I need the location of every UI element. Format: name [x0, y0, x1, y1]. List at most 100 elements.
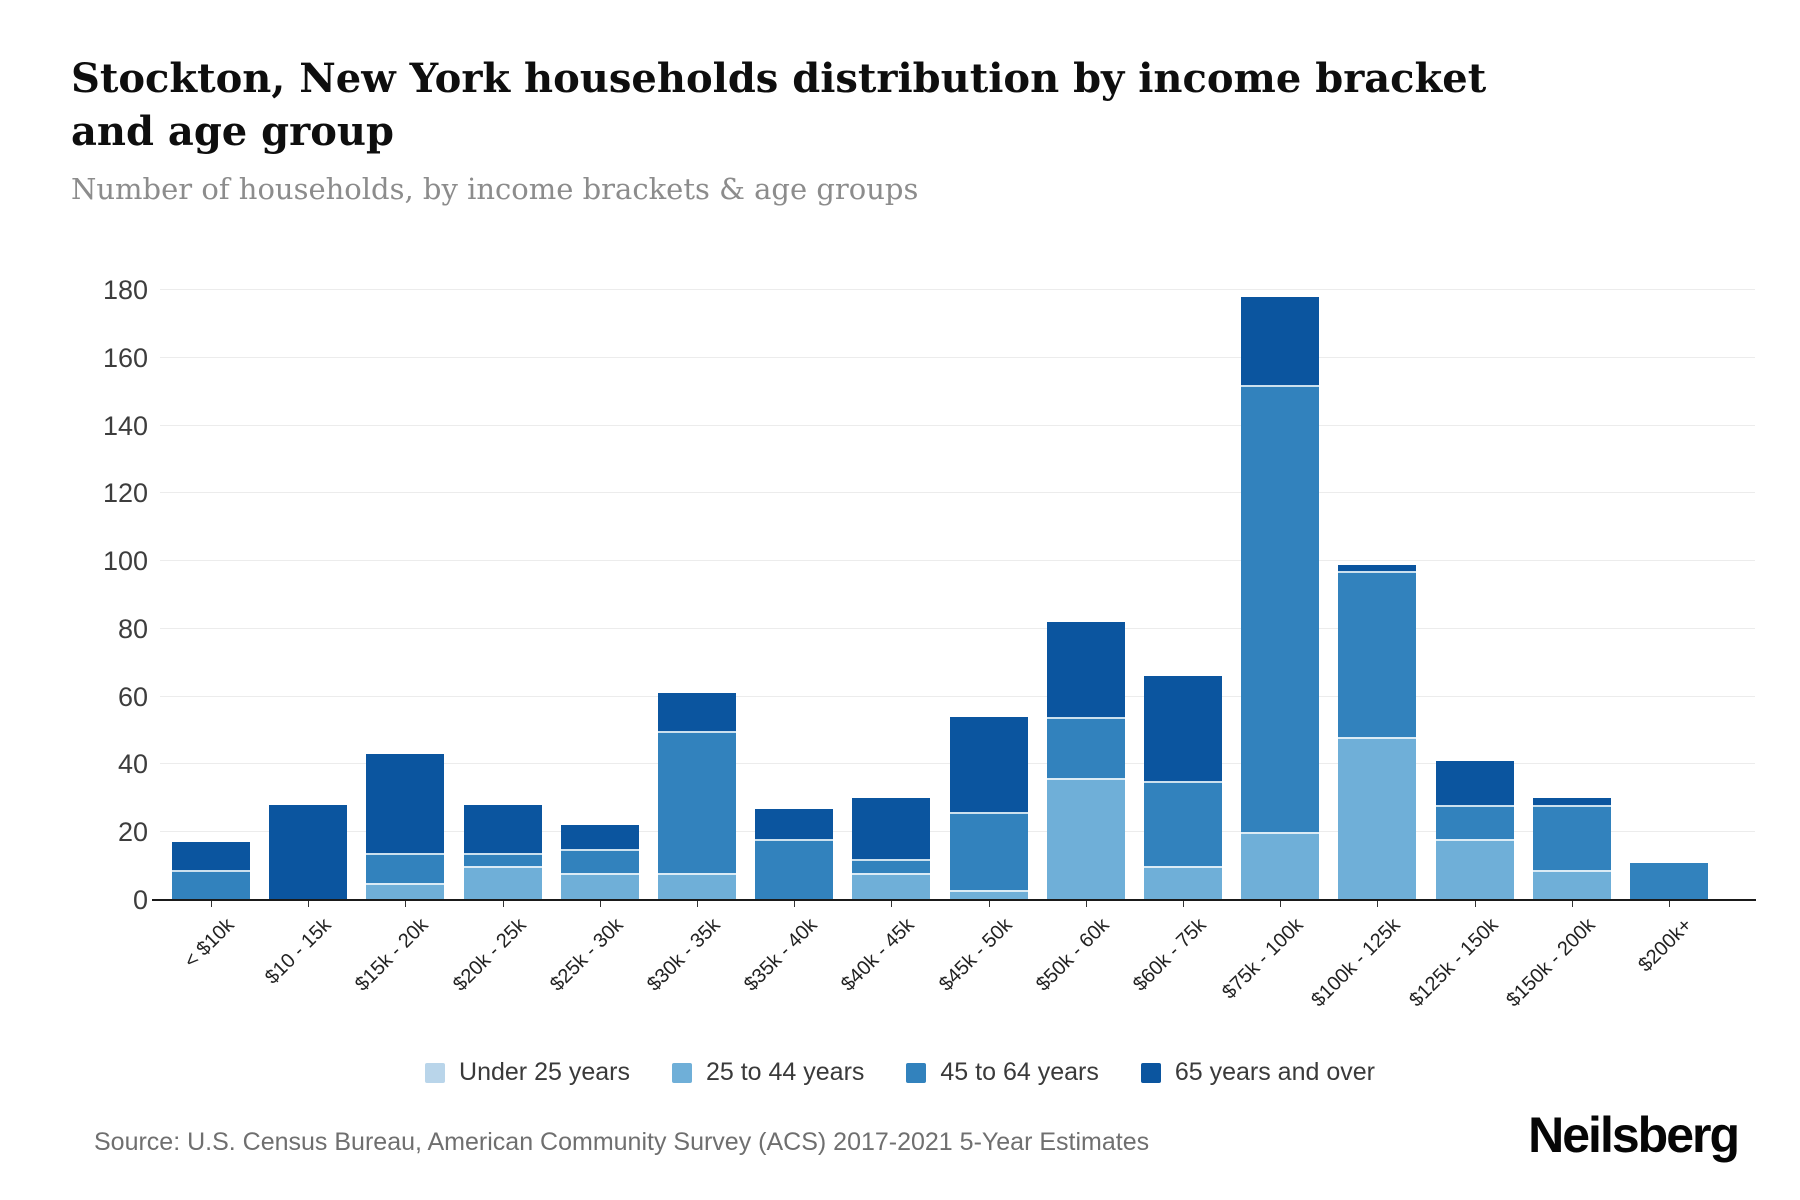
- x-axis-tick: [502, 901, 504, 907]
- bar-segment: [560, 872, 639, 900]
- bar-segment: [658, 693, 736, 731]
- bar-segment: [949, 717, 1028, 812]
- bar-segment: [852, 859, 931, 873]
- y-axis-tick-label: 0: [132, 885, 148, 915]
- bar-segment: [366, 754, 445, 853]
- gridline: [160, 627, 1755, 629]
- bar-segment: [852, 798, 931, 860]
- bar-segment: [1338, 737, 1417, 900]
- bar-$75k - 100k: [1241, 296, 1320, 900]
- x-axis-tick: [988, 901, 990, 907]
- bar-$35k - 40k: [755, 808, 834, 900]
- legend-label: 45 to 64 years: [940, 1058, 1099, 1086]
- y-axis-tick-label: 100: [102, 546, 148, 577]
- gridline: [160, 356, 1755, 358]
- legend-label: Under 25 years: [459, 1058, 630, 1086]
- bar-segment: [949, 811, 1028, 890]
- gridline: [160, 695, 1755, 697]
- gridline: [160, 288, 1755, 290]
- x-axis-tick: [1377, 901, 1379, 907]
- bar-segment: [1241, 832, 1320, 900]
- bar-segment: [755, 808, 834, 839]
- bar-$10 - 15k: [269, 805, 348, 900]
- bar-$200k+: [1630, 862, 1708, 900]
- bar-segment: [1435, 761, 1514, 806]
- x-axis-tick: [697, 901, 698, 907]
- bar-$20k - 25k: [463, 805, 542, 900]
- bar-segment: [852, 872, 931, 900]
- bar-segment: [1144, 781, 1222, 867]
- gridline: [160, 424, 1755, 426]
- bar-< $10k: [172, 842, 250, 900]
- bar-segment: [1532, 798, 1611, 806]
- gridline: [160, 492, 1755, 494]
- bar-segment: [1241, 384, 1320, 833]
- bar-$50k - 60k: [1046, 622, 1125, 900]
- y-axis-tick-label: 60: [117, 681, 148, 712]
- legend-item: Under 25 years: [425, 1058, 630, 1087]
- legend-item: 65 years and over: [1140, 1058, 1375, 1087]
- bar-segment: [1046, 717, 1125, 778]
- bar-segment: [1046, 622, 1125, 717]
- bar-segment: [658, 730, 736, 873]
- bar-segment: [463, 852, 542, 867]
- page-title: Stockton, New York households distributi…: [71, 55, 1487, 155]
- bar-segment: [366, 883, 445, 900]
- page-subtitle: Number of households, by income brackets…: [71, 172, 919, 206]
- x-axis-tick: [1280, 901, 1282, 907]
- y-axis-tick-label: 160: [102, 342, 148, 373]
- y-axis-tick-label: 180: [102, 274, 148, 305]
- x-axis-tick: [891, 901, 893, 907]
- bar-$25k - 30k: [560, 825, 639, 900]
- bar-segment: [1630, 862, 1708, 900]
- bar-segment: [1338, 564, 1417, 572]
- bar-segment: [560, 825, 639, 850]
- bar-segment: [172, 842, 250, 870]
- bar-segment: [1532, 805, 1611, 870]
- source-attribution: Source: U.S. Census Bureau, American Com…: [94, 1128, 1150, 1156]
- x-axis-tick: [1183, 901, 1184, 907]
- gridline: [160, 560, 1755, 562]
- x-axis-tick: [211, 901, 212, 907]
- y-axis-tick-label: 40: [117, 749, 148, 780]
- bar-segment: [1435, 805, 1514, 839]
- bar-$40k - 45k: [852, 798, 931, 900]
- bar-$45k - 50k: [949, 717, 1028, 900]
- bar-segment: [1241, 296, 1320, 385]
- bar-segment: [1046, 778, 1125, 900]
- y-axis-tick-label: 20: [117, 817, 148, 848]
- bar-segment: [1532, 869, 1611, 900]
- x-axis-tick: [599, 901, 601, 907]
- chart-plot-area: [160, 250, 1755, 900]
- bar-segment: [463, 805, 542, 853]
- bar-$150k - 200k: [1532, 798, 1611, 900]
- bar-segment: [366, 852, 445, 884]
- legend-swatch: [1140, 1062, 1161, 1083]
- bar-segment: [658, 872, 736, 900]
- bar-$125k - 150k: [1435, 761, 1514, 900]
- bar-segment: [1144, 676, 1222, 782]
- x-axis-line: [152, 899, 1756, 901]
- legend-item: 45 to 64 years: [906, 1058, 1099, 1087]
- bar-$100k - 125k: [1338, 564, 1417, 900]
- chart-legend: Under 25 years 25 to 44 years 45 to 64 yea…: [0, 1058, 1800, 1087]
- bar-segment: [1338, 571, 1417, 738]
- y-axis-tick-label: 140: [102, 410, 148, 441]
- bar-segment: [560, 849, 639, 873]
- legend-swatch: [906, 1062, 927, 1083]
- x-axis-tick: [1474, 901, 1476, 907]
- x-axis-tick: [1669, 901, 1670, 907]
- bar-segment: [755, 839, 834, 900]
- legend-swatch: [671, 1062, 692, 1083]
- bar-$60k - 75k: [1144, 676, 1222, 900]
- x-axis-tick: [1571, 901, 1573, 907]
- bar-segment: [1144, 866, 1222, 900]
- bar-segment: [463, 866, 542, 900]
- legend-swatch: [425, 1062, 446, 1083]
- x-axis-tick: [1085, 901, 1087, 907]
- bar-$30k - 35k: [658, 693, 736, 900]
- y-axis-tick-label: 80: [117, 613, 148, 644]
- bar-segment: [172, 869, 250, 900]
- bar-$15k - 20k: [366, 754, 445, 900]
- x-axis-tick: [405, 901, 407, 907]
